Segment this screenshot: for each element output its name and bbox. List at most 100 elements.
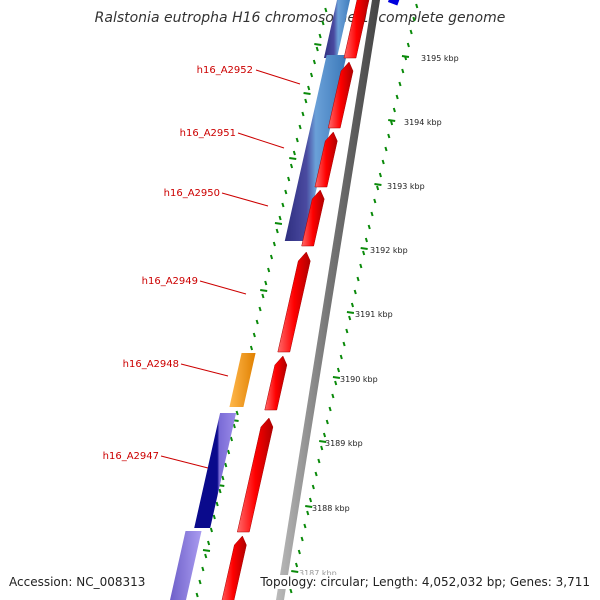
scale-major-tick [401, 55, 410, 58]
scale-minor-tick [311, 484, 315, 490]
scale-minor-tick [348, 315, 352, 321]
scale-major-tick [346, 311, 355, 314]
orange-feature[interactable] [229, 353, 256, 407]
gene-label[interactable]: h16_A2947 [103, 451, 159, 462]
minor-tick [298, 124, 302, 130]
scale-minor-tick [362, 250, 366, 256]
forward-gene-arrow[interactable] [327, 61, 354, 129]
minor-tick [207, 540, 211, 546]
scale-minor-tick [381, 159, 385, 165]
forward-gene-arrow[interactable] [220, 535, 247, 600]
scale-minor-tick [317, 458, 321, 464]
minor-tick [218, 488, 222, 494]
minor-tick [255, 319, 259, 325]
scale-minor-tick [334, 380, 338, 386]
scale-minor-tick [409, 29, 413, 35]
gene-label[interactable]: h16_A2952 [197, 65, 253, 76]
label-leader [237, 132, 285, 149]
label-leader [180, 363, 229, 377]
scale-label: 3187 kbp [299, 569, 337, 578]
label-leader [160, 455, 209, 469]
minor-tick [278, 215, 282, 221]
scale-major-tick [332, 376, 341, 379]
minor-tick [309, 72, 314, 78]
scale-major-tick [291, 570, 299, 573]
gene-label[interactable]: h16_A2950 [164, 188, 220, 199]
scale-minor-tick [328, 406, 332, 412]
scale-minor-tick [308, 497, 313, 503]
minor-tick [227, 449, 231, 455]
scale-minor-tick [336, 367, 341, 373]
scale-major-tick [360, 247, 368, 250]
minor-tick [195, 592, 199, 598]
minor-tick [258, 306, 262, 312]
gene-label[interactable]: h16_A2951 [180, 128, 236, 139]
scale-minor-tick [406, 42, 410, 48]
forward-gene-arrow[interactable] [314, 131, 338, 188]
scale-minor-tick [415, 3, 419, 9]
scale-minor-tick [376, 185, 380, 191]
reverse-gene-arrow[interactable] [323, 0, 352, 58]
forward-gene-arrow[interactable] [236, 417, 274, 533]
gene-label[interactable]: h16_A2949 [142, 276, 198, 287]
scale-label: 3195 kbp [421, 54, 459, 63]
gene-label[interactable]: h16_A2948 [123, 359, 179, 370]
forward-strand-features [220, 0, 370, 600]
navy-feature[interactable] [194, 413, 237, 528]
scale-major-tick [388, 119, 396, 122]
minor-tick [272, 241, 276, 247]
reverse-strand-features [168, 0, 352, 600]
minor-tick [235, 410, 239, 416]
scale-minor-tick [342, 341, 346, 347]
scale-label: 3193 kbp [387, 182, 425, 191]
minor-tick [212, 514, 216, 520]
scale-minor-tick [294, 562, 299, 568]
minor-tick [318, 33, 322, 39]
forward-gene-arrow[interactable] [343, 0, 370, 59]
minor-tick [209, 527, 213, 533]
major-tick [202, 549, 211, 552]
scale-major-tick [319, 440, 327, 443]
scale-minor-tick [395, 94, 399, 100]
scale-labels: 3195 kbp 3194 kbp 3193 kbp 3192 kbp 3191… [299, 54, 459, 578]
scale-minor-tick [392, 107, 396, 113]
scale-minor-tick [322, 432, 327, 438]
scale-label: 3189 kbp [325, 439, 363, 448]
minor-tick [252, 332, 256, 338]
reverse-gene-arrow[interactable] [284, 55, 347, 241]
scale-minor-tick [320, 445, 324, 451]
scale-minor-tick [345, 328, 349, 334]
scale-minor-tick [384, 146, 388, 152]
major-tick [274, 222, 283, 225]
scale-label: 3190 kbp [340, 375, 378, 384]
minor-tick [289, 163, 294, 169]
minor-tick [249, 345, 254, 351]
minor-tick [221, 475, 225, 481]
minor-tick [269, 254, 274, 260]
scale-minor-tick [398, 81, 402, 87]
scale-minor-tick [297, 549, 301, 555]
scale-minor-tick [289, 588, 293, 594]
label-leader [255, 69, 301, 85]
minor-tick [315, 46, 319, 52]
scale-minor-tick [325, 419, 329, 425]
scale-minor-tick [373, 198, 377, 204]
scale-minor-tick [387, 133, 391, 139]
minor-tick [264, 280, 268, 286]
forward-gene-arrow[interactable] [264, 355, 288, 411]
scale-minor-tick [303, 523, 307, 529]
accession-text: Accession: NC_008313 [7, 575, 148, 589]
forward-gene-arrow[interactable] [301, 189, 325, 247]
scale-minor-tick [370, 211, 374, 217]
minor-tick [229, 436, 234, 442]
label-leader-lines [160, 69, 301, 469]
scale-label: 3188 kbp [312, 504, 350, 513]
chromosome-backbone [276, 0, 380, 600]
scale-minor-tick [390, 120, 394, 126]
lavender-feature[interactable] [168, 531, 202, 600]
scale-minor-tick [314, 471, 318, 477]
minor-tick [201, 566, 205, 572]
backbone-band [276, 0, 380, 600]
forward-gene-arrow[interactable] [277, 251, 311, 353]
